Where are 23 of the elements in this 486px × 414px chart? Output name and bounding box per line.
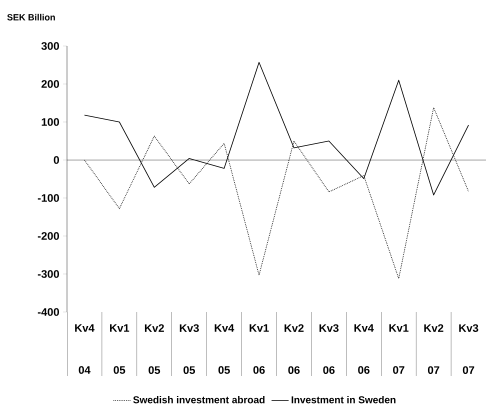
- y-tick-label: -100: [38, 194, 60, 202]
- y-tick-label: -200: [38, 232, 60, 240]
- category-label: Kv3 07: [459, 324, 478, 374]
- y-axis-title: SEK Billion: [7, 14, 55, 20]
- y-tick-label: 100: [42, 118, 60, 126]
- legend-label: Swedish investment abroad: [133, 396, 265, 404]
- y-tick-label: 300: [41, 42, 60, 50]
- y-tick-label: -400: [38, 308, 60, 316]
- category-label: Kv3 05: [180, 324, 199, 374]
- category-label: Kv2 07: [424, 324, 444, 374]
- category-label: Kv2 06: [284, 324, 304, 374]
- category-label: Kv2 05: [144, 324, 164, 374]
- category-label: Kv3 06: [320, 324, 339, 374]
- y-tick-label: -300: [38, 270, 60, 278]
- category-label: Kv4 06: [354, 324, 374, 374]
- legend-label: Investment in Sweden: [292, 396, 396, 404]
- category-label: Kv1 06: [250, 324, 269, 374]
- y-tick-label: 200: [41, 80, 60, 88]
- category-label: Kv1 07: [389, 324, 408, 374]
- y-tick-label: 0: [54, 156, 60, 164]
- category-label: Kv1 05: [110, 324, 130, 374]
- category-label: Kv4 04: [75, 324, 94, 374]
- category-label: Kv4 05: [214, 324, 234, 374]
